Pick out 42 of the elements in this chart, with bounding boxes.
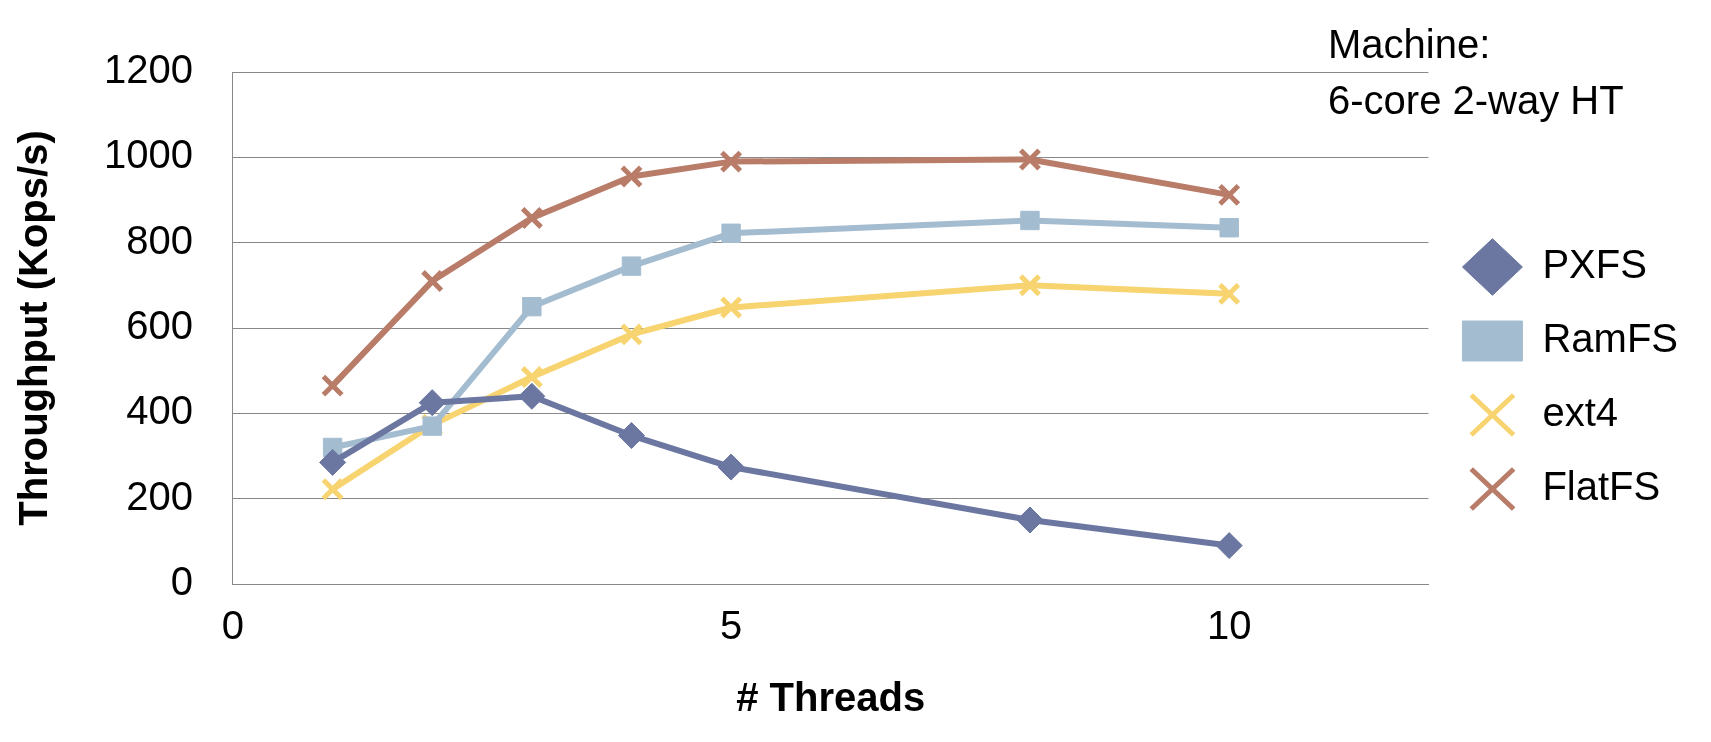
point: [621, 256, 642, 276]
point: [319, 448, 347, 476]
point: [1217, 183, 1241, 207]
point: [522, 296, 542, 317]
point: [1219, 218, 1239, 238]
x-tick-label: 0: [221, 603, 245, 648]
point: [320, 477, 345, 501]
x-axis-title: # Threads: [736, 675, 926, 720]
legend-label: RamFS: [1542, 316, 1679, 361]
point: [520, 206, 544, 230]
point: [1018, 273, 1042, 298]
legend-label: ext4: [1542, 390, 1619, 435]
annotation: Machine: 6-core 2-way HT: [1328, 21, 1625, 124]
point: [619, 164, 644, 189]
y-tick-label: 800: [126, 217, 193, 262]
point: [518, 382, 546, 410]
y-axis-title: Throughput (Kops/s): [11, 130, 56, 526]
point: [320, 373, 345, 398]
point: [520, 365, 544, 389]
y-tick-label: 400: [126, 388, 193, 433]
x-tick-label: 10: [1206, 603, 1252, 648]
y-tick-label: 600: [126, 303, 193, 348]
point: [1215, 532, 1243, 560]
point: [721, 223, 741, 243]
legend-label: PXFS: [1542, 242, 1647, 287]
y-tick-label: 1200: [104, 47, 193, 92]
point: [1217, 282, 1241, 306]
y-tick-label: 200: [126, 473, 193, 518]
legend-label: FlatFS: [1542, 464, 1661, 509]
y-tick-label: 1000: [104, 132, 193, 177]
point: [617, 422, 645, 450]
x-tick-label: 5: [719, 603, 743, 648]
point: [418, 389, 446, 417]
point: [719, 149, 743, 174]
point: [1020, 210, 1040, 231]
point: [719, 295, 743, 320]
point: [1016, 506, 1044, 534]
point: [717, 453, 745, 481]
y-tick-label: 0: [170, 559, 193, 604]
point: [1018, 147, 1042, 172]
point: [420, 269, 444, 293]
point: [619, 322, 644, 347]
